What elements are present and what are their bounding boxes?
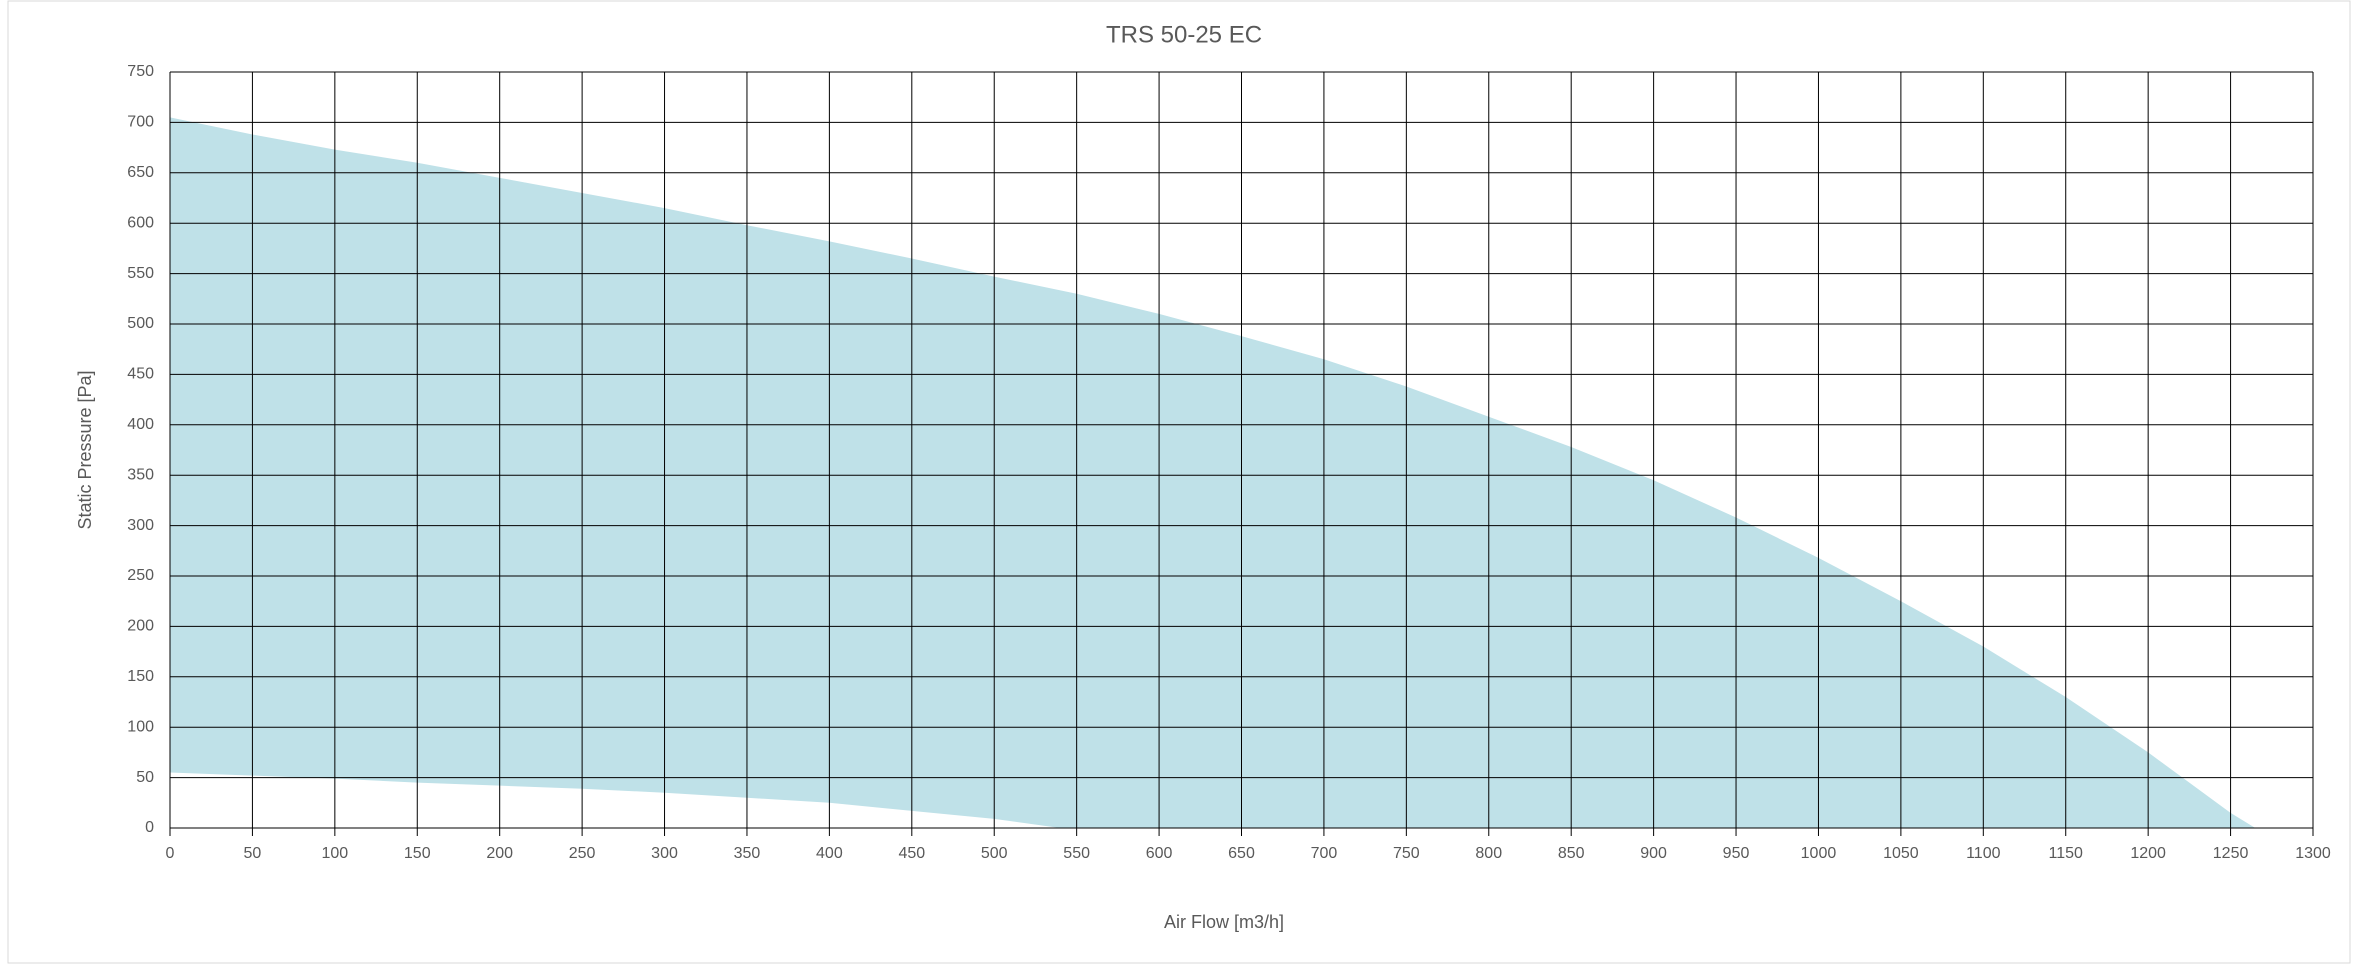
y-tick-label: 300 (127, 517, 154, 534)
x-tick-label: 1150 (2049, 845, 2084, 862)
x-tick-label: 50 (244, 845, 262, 862)
y-tick-label: 600 (127, 214, 154, 231)
area (170, 117, 2256, 829)
y-tick-label: 650 (127, 164, 154, 181)
y-tick-label: 450 (127, 366, 154, 383)
x-tick-label: 500 (981, 845, 1008, 862)
area (170, 772, 1061, 828)
y-tick-label: 150 (127, 668, 154, 685)
chart-title: TRS 50-25 EC (1106, 21, 1262, 48)
x-tick-label: 600 (1146, 845, 1173, 862)
y-axis-label: Static Pressure [Pa] (75, 370, 95, 529)
y-tick-label: 550 (127, 265, 154, 282)
y-tick-label: 500 (127, 315, 154, 332)
x-tick-label: 450 (898, 845, 925, 862)
y-tick-label: 750 (127, 63, 154, 80)
x-tick-label: 700 (1311, 845, 1338, 862)
x-tick-label: 800 (1475, 845, 1502, 862)
y-tick-label: 200 (127, 618, 154, 635)
y-tick-label: 0 (145, 819, 154, 836)
x-axis-label: Air Flow [m3/h] (1164, 912, 1284, 932)
x-tick-label: 1000 (1801, 845, 1837, 862)
x-tick-label: 1050 (1883, 845, 1919, 862)
x-tick-label: 650 (1228, 845, 1255, 862)
x-tick-label: 750 (1393, 845, 1420, 862)
x-tick-label: 150 (404, 845, 431, 862)
x-tick-label: 200 (486, 845, 513, 862)
x-tick-label: 250 (569, 845, 596, 862)
y-tick-label: 350 (127, 466, 154, 483)
x-tick-label: 400 (816, 845, 843, 862)
x-tick-label: 850 (1558, 845, 1585, 862)
y-tick-label: 700 (127, 114, 154, 131)
x-tick-label: 300 (651, 845, 678, 862)
x-tick-label: 900 (1640, 845, 1667, 862)
x-tick-label: 100 (321, 845, 348, 862)
x-tick-label: 550 (1063, 845, 1090, 862)
y-tick-label: 50 (136, 769, 154, 786)
x-tick-label: 950 (1723, 845, 1750, 862)
x-tick-label: 1100 (1966, 845, 2001, 862)
y-tick-label: 400 (127, 416, 154, 433)
x-tick-label: 1250 (2213, 845, 2249, 862)
y-tick-label: 100 (127, 718, 154, 735)
x-tick-label: 1300 (2295, 845, 2331, 862)
x-tick-label: 350 (734, 845, 761, 862)
y-tick-label: 250 (127, 567, 154, 584)
x-tick-label: 1200 (2130, 845, 2166, 862)
x-tick-label: 0 (166, 845, 175, 862)
